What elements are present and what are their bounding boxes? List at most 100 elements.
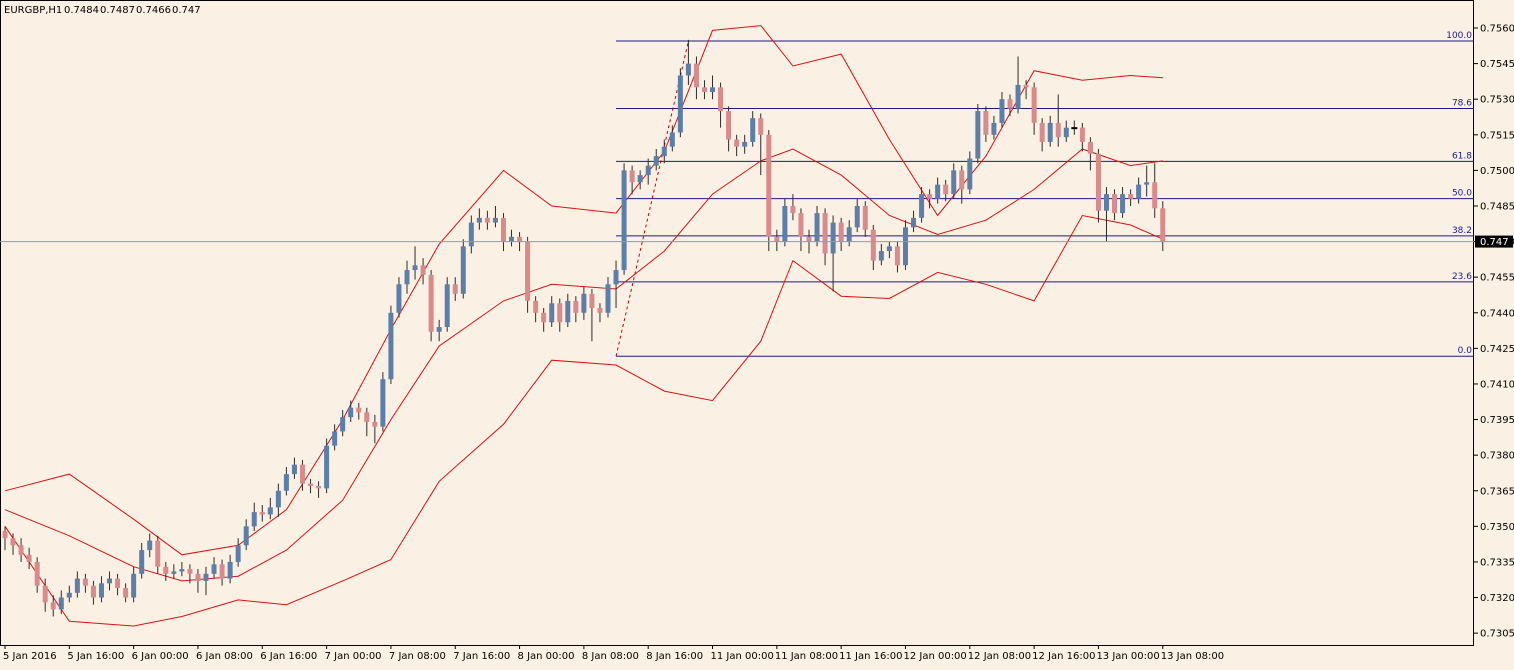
candle-body	[919, 194, 925, 218]
candle-body	[291, 464, 297, 475]
candle-body	[308, 483, 314, 487]
candle-body	[500, 217, 506, 242]
x-tick-label: 7 Jan 16:00	[453, 651, 510, 662]
candle-body	[195, 573, 201, 581]
candle-body	[637, 175, 643, 183]
candle-body	[718, 87, 724, 112]
candle-body	[645, 165, 651, 176]
candle-body	[1031, 87, 1037, 123]
candle-body	[677, 75, 683, 133]
candle-body	[621, 170, 627, 271]
x-tick-label: 13 Jan 08:00	[1161, 651, 1224, 662]
candle-body	[685, 63, 691, 76]
x-tick-label: 12 Jan 16:00	[1032, 651, 1095, 662]
candle-body	[227, 561, 233, 579]
x-tick-label: 6 Jan 00:00	[132, 651, 189, 662]
candle-body	[1160, 208, 1166, 242]
candle-body	[460, 246, 466, 294]
y-tick-label: 0.7500	[1480, 166, 1514, 177]
candle-body	[1047, 122, 1053, 142]
candle-body	[163, 566, 169, 574]
candle-body	[251, 512, 257, 527]
x-tick-label: 6 Jan 08:00	[196, 651, 253, 662]
y-tick-label: 0.7455	[1480, 273, 1514, 284]
candle-body	[139, 550, 145, 574]
candle-body	[348, 407, 354, 418]
candle-body	[82, 578, 88, 586]
candle-body	[243, 526, 249, 546]
candle-body	[581, 293, 587, 313]
candle-body	[34, 561, 40, 586]
candle-body	[283, 474, 289, 491]
candle-body	[412, 265, 418, 271]
y-tick-label: 0.7410	[1480, 379, 1514, 390]
candle-body	[766, 134, 772, 237]
candle-body	[468, 222, 474, 247]
header-close: 0.747	[172, 5, 201, 16]
candle-body	[1144, 182, 1150, 185]
candle-body	[589, 293, 595, 309]
y-tick-label: 0.7365	[1480, 486, 1514, 497]
y-tick-label: 0.7395	[1480, 415, 1514, 426]
x-tick-label: 6 Jan 16:00	[260, 651, 317, 662]
candle-body	[299, 464, 305, 484]
candle-body	[1007, 99, 1013, 109]
x-tick-label: 5 Jan 16:00	[67, 651, 124, 662]
candle-body	[653, 156, 659, 166]
candle-body	[123, 588, 129, 598]
candle-body	[1112, 194, 1118, 214]
candle-body	[1079, 127, 1085, 142]
x-tick-label: 11 Jan 16:00	[839, 651, 902, 662]
candle-body	[476, 217, 482, 223]
candle-body	[259, 512, 265, 515]
candle-body	[734, 139, 740, 147]
candle-body	[541, 312, 547, 323]
candle-body	[115, 578, 121, 589]
candle-body	[911, 217, 917, 228]
candle-body	[211, 564, 217, 574]
y-tick-label: 0.7425	[1480, 344, 1514, 355]
bollinger-lower	[4, 214, 1164, 627]
candle-body	[324, 445, 330, 489]
header-open: 0.7484	[64, 5, 99, 16]
candle-body	[967, 158, 973, 190]
candle-body	[1087, 141, 1093, 154]
current-price-label: 0.747	[1480, 237, 1509, 248]
x-tick-label: 11 Jan 08:00	[775, 651, 838, 662]
x-tick-label: 12 Jan 00:00	[903, 651, 966, 662]
candle-body	[340, 417, 346, 432]
candle-body	[509, 236, 515, 242]
candle-body	[1095, 153, 1101, 211]
candle-body	[171, 571, 177, 574]
candle-body	[179, 569, 185, 572]
candle-body	[1015, 84, 1021, 109]
x-tick-label: 8 Jan 08:00	[582, 651, 639, 662]
candle-body	[782, 205, 788, 242]
candle-body	[1128, 194, 1134, 199]
candle-body	[878, 251, 884, 261]
candle-body	[870, 229, 876, 261]
x-tick-label: 8 Jan 16:00	[646, 651, 703, 662]
y-tick-label: 0.7440	[1480, 308, 1514, 319]
y-tick-label: 0.7350	[1480, 522, 1514, 533]
y-tick-label: 0.7560	[1480, 24, 1514, 35]
candle-body	[565, 300, 571, 323]
candle-body	[605, 284, 611, 313]
candle-body	[1023, 84, 1029, 88]
candle-body	[613, 270, 619, 285]
candle-body	[1055, 122, 1061, 138]
candle-body	[1152, 182, 1158, 209]
candle-body	[484, 217, 490, 223]
y-tick-label: 0.7545	[1480, 59, 1514, 70]
candle-body	[629, 170, 635, 183]
candle-body	[66, 592, 72, 598]
fib-label: 38.2	[1452, 226, 1472, 236]
candle-body	[549, 303, 555, 323]
candle-body	[235, 545, 241, 562]
header-low: 0.7466	[136, 5, 171, 16]
candle-body	[726, 111, 732, 140]
candle-body	[525, 241, 531, 301]
candle-body	[959, 170, 965, 190]
candle-body	[90, 585, 96, 598]
